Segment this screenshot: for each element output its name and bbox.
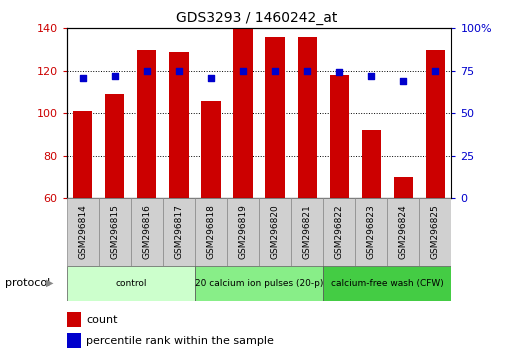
Text: 20 calcium ion pulses (20-p): 20 calcium ion pulses (20-p) (195, 279, 323, 288)
Point (143, 68, 151, 74)
Text: GSM296824: GSM296824 (399, 205, 408, 259)
Text: GSM296814: GSM296814 (78, 205, 87, 259)
Text: GSM296815: GSM296815 (110, 204, 120, 259)
Bar (323, 266, 451, 301)
Bar (131, 198, 163, 266)
Point (399, 78, 407, 84)
Point (271, 68, 279, 74)
Point (78, 75, 87, 80)
Bar (67, 266, 195, 301)
Text: GSM296818: GSM296818 (206, 204, 215, 259)
Point (431, 68, 440, 74)
Bar (393, 177, 413, 198)
Bar (265, 37, 285, 198)
Bar (259, 198, 291, 266)
Text: GSM296816: GSM296816 (142, 204, 151, 259)
Text: GSM296822: GSM296822 (334, 205, 344, 259)
Point (239, 68, 247, 74)
Bar (387, 198, 420, 266)
Text: percentile rank within the sample: percentile rank within the sample (86, 336, 274, 346)
Bar (169, 52, 189, 198)
Bar (73, 111, 92, 198)
Bar (163, 198, 195, 266)
Bar (298, 37, 317, 198)
Point (367, 73, 376, 79)
Text: calcium-free wash (CFW): calcium-free wash (CFW) (331, 279, 444, 288)
Text: count: count (86, 315, 117, 325)
Text: ▶: ▶ (46, 278, 54, 288)
Bar (323, 198, 355, 266)
Bar (291, 198, 323, 266)
Point (303, 68, 311, 74)
Text: GSM296820: GSM296820 (270, 205, 280, 259)
Bar (426, 50, 445, 198)
Point (335, 70, 343, 75)
Point (175, 68, 183, 74)
Text: GSM296823: GSM296823 (367, 205, 376, 259)
Bar (362, 130, 381, 198)
Text: control: control (115, 279, 147, 288)
Point (207, 75, 215, 80)
Text: GSM296825: GSM296825 (431, 205, 440, 259)
Bar (67, 198, 98, 266)
Bar (420, 198, 451, 266)
Bar (67, 312, 81, 327)
Point (111, 73, 119, 79)
Text: GSM296821: GSM296821 (303, 205, 312, 259)
Text: GSM296819: GSM296819 (239, 204, 248, 259)
Bar (137, 50, 156, 198)
Bar (355, 198, 387, 266)
Bar (105, 94, 124, 198)
Bar (201, 101, 221, 198)
Bar (195, 266, 323, 301)
Text: protocol: protocol (5, 278, 50, 288)
Text: GSM296817: GSM296817 (174, 204, 184, 259)
Bar (329, 75, 349, 198)
Bar (227, 198, 259, 266)
Bar (67, 333, 81, 348)
Bar (98, 198, 131, 266)
Bar (233, 28, 252, 198)
Text: GDS3293 / 1460242_at: GDS3293 / 1460242_at (176, 11, 337, 25)
Bar (195, 198, 227, 266)
